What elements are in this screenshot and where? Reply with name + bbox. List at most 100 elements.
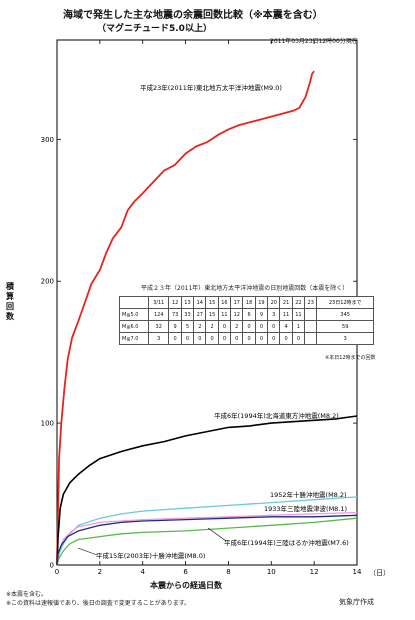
table-header-cell: 23 (304, 296, 318, 309)
table-cell: 0 (230, 332, 244, 345)
x-tick-label: 10 (267, 568, 276, 576)
table-cell: 0 (279, 332, 293, 345)
credit: 気象庁作成 (339, 598, 374, 606)
table-cell: 6 (242, 308, 256, 321)
series-line (56, 70, 315, 566)
table-cell: 0 (193, 332, 207, 345)
table-cell: 0 (254, 320, 269, 333)
table-cell: 0 (205, 332, 219, 345)
x-tick-label: 12 (310, 568, 319, 576)
table-cell: 0 (254, 332, 269, 345)
y-tick-label: 100 (41, 420, 54, 428)
table-cell: 4 (279, 320, 293, 333)
y-tick-label: 200 (41, 278, 54, 286)
table-cell: 9 (168, 320, 182, 333)
table-cell: 345 (316, 308, 374, 321)
series-line (56, 514, 358, 566)
series-label-leader (207, 527, 227, 542)
table-header-cell: 17 (230, 296, 244, 309)
table-cell: 0 (291, 332, 306, 345)
table-cell: 0 (217, 332, 232, 345)
table-cell: 0 (267, 332, 281, 345)
series-label: 平成6年(1994年)三陸はるか沖地震(M7.6) (224, 538, 349, 547)
table-header-cell: 12 (168, 296, 182, 309)
footnote-preliminary: ※この資料は速報値であり、後日の調査で変更することがあります。 (6, 600, 191, 607)
y-tick-label: 300 (41, 136, 54, 144)
table-cell: 33 (180, 308, 195, 321)
daily-count-table: 3/11 12 13 14 15 16 17 18 19 20 21 22 23 23日12時まで M≧5… (119, 296, 374, 345)
table-cell: 2 (205, 320, 219, 333)
table-row: M≧7.0 3 0 0 0 0 0 0 0 0 0 0 0 3 (119, 332, 374, 345)
table-cell: 0 (180, 332, 195, 345)
x-axis-label: 本震からの経過日数 (150, 581, 222, 590)
series-label: 1952年十勝沖地震(M8.2) (270, 490, 347, 499)
x-tick-label: 14 (353, 568, 362, 576)
series-line (56, 517, 358, 566)
table-cell: 0 (267, 320, 281, 333)
table-header-cell: 18 (242, 296, 256, 309)
table-header-cell: 14 (193, 296, 207, 309)
table-row: M≧5.0 124 73 33 27 15 11 12 6 9 3 11 11 345 (119, 308, 374, 321)
table-cell: 5 (180, 320, 195, 333)
x-tick-label: 8 (226, 568, 230, 576)
x-tick-label: 0 (55, 568, 59, 576)
table-title: 平成２３年（2011年）東北地方太平洋沖地震の日別地震回数（本震を除く） (141, 285, 349, 292)
table-cell: 2 (193, 320, 207, 333)
table-cell: 11 (291, 308, 306, 321)
table-cell: 0 (242, 320, 256, 333)
table-cell: 73 (168, 308, 182, 321)
table-header-cell: 23日12時まで (316, 296, 374, 309)
chart-subtitle: （マグニチュード5.0以上） (97, 24, 212, 34)
table-cell: 0 (242, 332, 256, 345)
series-line (56, 415, 358, 566)
x-tick-label: 2 (98, 568, 102, 576)
table-cell: 0 (217, 320, 232, 333)
footnote-main-shock: ※本震を含む。 (6, 591, 48, 598)
series-label: 平成6年(1994年)北海道東方沖地震(M8.2) (214, 411, 339, 420)
table-header-cell: 21 (279, 296, 293, 309)
table-cell: 15 (205, 308, 219, 321)
table-header-cell: 16 (217, 296, 232, 309)
table-cell: 2 (230, 320, 244, 333)
table-cell: 1 (291, 320, 306, 333)
table-cell: 11 (279, 308, 293, 321)
chart-title: 海域で発生した主な地震の余震回数比較（※本震を含む） (63, 10, 323, 21)
y-axis-label: 積算回数 (6, 282, 14, 321)
series-label: 平成15年(2003年)十勝沖地震(M8.0) (96, 551, 205, 560)
x-axis-unit: （日） (369, 569, 390, 577)
table-cell: 3 (147, 332, 170, 345)
x-tick-label: 4 (140, 568, 145, 576)
x-tick-label: 6 (183, 568, 188, 576)
table-cell: M≧6.0 (119, 320, 149, 333)
table-note: ※本日12時までの回数 (325, 355, 376, 361)
table-cell: 59 (316, 320, 374, 333)
table-cell: 124 (147, 308, 170, 321)
series-line (56, 496, 358, 566)
table-row: M≧6.0 32 9 5 2 2 0 2 0 0 0 4 1 59 (119, 320, 374, 333)
table-header-cell (119, 296, 149, 309)
table-cell: M≧7.0 (119, 332, 149, 345)
table-cell: 27 (193, 308, 207, 321)
series-line (56, 511, 358, 566)
table-cell: 3 (267, 308, 281, 321)
y-tick-label: 0 (50, 562, 54, 570)
table-cell: 11 (217, 308, 232, 321)
table-cell: 9 (254, 308, 269, 321)
series-label-leader (77, 547, 98, 556)
table-cell: M≧5.0 (119, 308, 149, 321)
table-header-cell: 15 (205, 296, 219, 309)
series-label: 1933年三陸地震津波(M8.1) (264, 504, 347, 513)
table-cell (304, 332, 318, 345)
table-cell: 0 (168, 332, 182, 345)
table-header-cell: 13 (180, 296, 195, 309)
table-header-cell: 3/11 (147, 296, 170, 309)
table-cell: 12 (230, 308, 244, 321)
series-label: 平成23年(2011年)東北地方太平洋沖地震(M9.0) (140, 83, 282, 92)
table-cell: 32 (147, 320, 170, 333)
table-header-cell: 19 (254, 296, 269, 309)
table-header-row: 3/11 12 13 14 15 16 17 18 19 20 21 22 23 23日12時まで (119, 296, 374, 309)
table-cell (304, 308, 318, 321)
table-header-cell: 20 (267, 296, 281, 309)
table-cell: 3 (316, 332, 374, 345)
